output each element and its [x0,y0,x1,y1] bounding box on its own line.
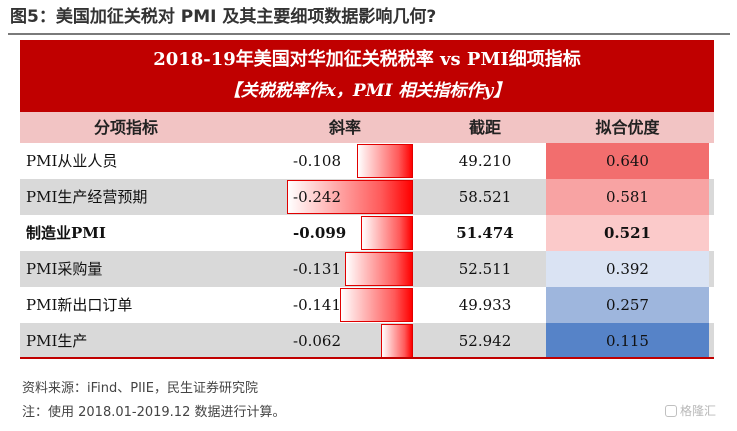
slope-cell: -0.131 [266,251,424,287]
indicator-name: 制造业PMI [26,224,106,242]
fit-value: 0.392 [546,251,709,287]
source-note: 资料来源：iFind、PIIE，民生证券研究院 [22,381,258,396]
fit-value: 0.640 [546,143,709,179]
banner-subtitle: 【关税税率作x，PMI 相关指标作y】 [223,81,511,101]
slope-cell: -0.141 [266,287,424,323]
table-row: PMI生产 -0.062 52.942 0.115 [20,323,714,359]
intercept-value: 52.511 [458,260,512,278]
slope-data-bar [356,144,413,178]
fit-value: 0.257 [546,287,709,323]
fit-value: 0.115 [546,323,709,359]
table-banner: 2018-19年美国对华加征关税税率 vs PMI细项指标 【关税税率作x，PM… [20,40,714,112]
indicator-name: PMI生产 [26,332,88,350]
header-intercept: 截距 [468,118,501,137]
intercept-value: 49.210 [458,152,512,170]
intercept-value: 52.942 [458,332,512,350]
slope-data-bar [339,288,413,322]
slope-value: -0.108 [293,152,342,170]
figure-title: 图5：美国加征关税对 PMI 及其主要细项数据影响几何? [10,7,437,27]
header-fit: 拟合优度 [595,118,660,137]
table-header: 分项指标 斜率 截距 拟合优度 [20,112,714,143]
header-indicator: 分项指标 [93,118,158,137]
fit-value: 0.521 [546,215,709,251]
slope-cell: -0.108 [266,143,424,179]
header-slope: 斜率 [328,118,361,137]
watermark-text: 格隆汇 [680,404,717,418]
table-row: PMI从业人员 -0.108 49.210 0.640 [20,143,714,179]
slope-value: -0.062 [293,332,342,350]
watermark: 格隆汇 [665,402,716,419]
watermark-logo-icon [665,405,677,417]
method-note: 注：使用 2018.01-2019.12 数据进行计算。 [22,405,286,420]
intercept-value: 51.474 [456,224,514,242]
intercept-value: 58.521 [458,188,512,206]
fit-value: 0.581 [546,179,709,215]
table-row: PMI新出口订单 -0.141 49.933 0.257 [20,287,714,323]
table-row: PMI生产经营预期 -0.242 58.521 0.581 [20,179,714,215]
slope-value: -0.099 [293,224,347,242]
slope-data-bar [287,180,413,214]
slope-value: -0.131 [293,260,342,278]
intercept-value: 49.933 [458,296,512,314]
slope-data-bar [361,216,413,250]
indicator-name: PMI生产经营预期 [26,188,148,206]
table-row: PMI采购量 -0.131 52.511 0.392 [20,251,714,287]
slope-cell: -0.099 [266,215,424,251]
indicator-name: PMI新出口订单 [26,296,133,314]
table-row: 制造业PMI -0.099 51.474 0.521 [20,215,714,251]
slope-cell: -0.062 [266,323,424,359]
indicator-name: PMI从业人员 [26,152,118,170]
slope-value: -0.141 [293,296,342,314]
indicator-name: PMI采购量 [26,260,103,278]
slope-value: -0.242 [293,188,342,206]
slope-cell: -0.242 [266,179,424,215]
slope-data-bar [380,324,413,358]
title-divider [8,33,730,35]
slope-data-bar [344,252,413,286]
banner-title: 2018-19年美国对华加征关税税率 vs PMI细项指标 [153,49,581,70]
